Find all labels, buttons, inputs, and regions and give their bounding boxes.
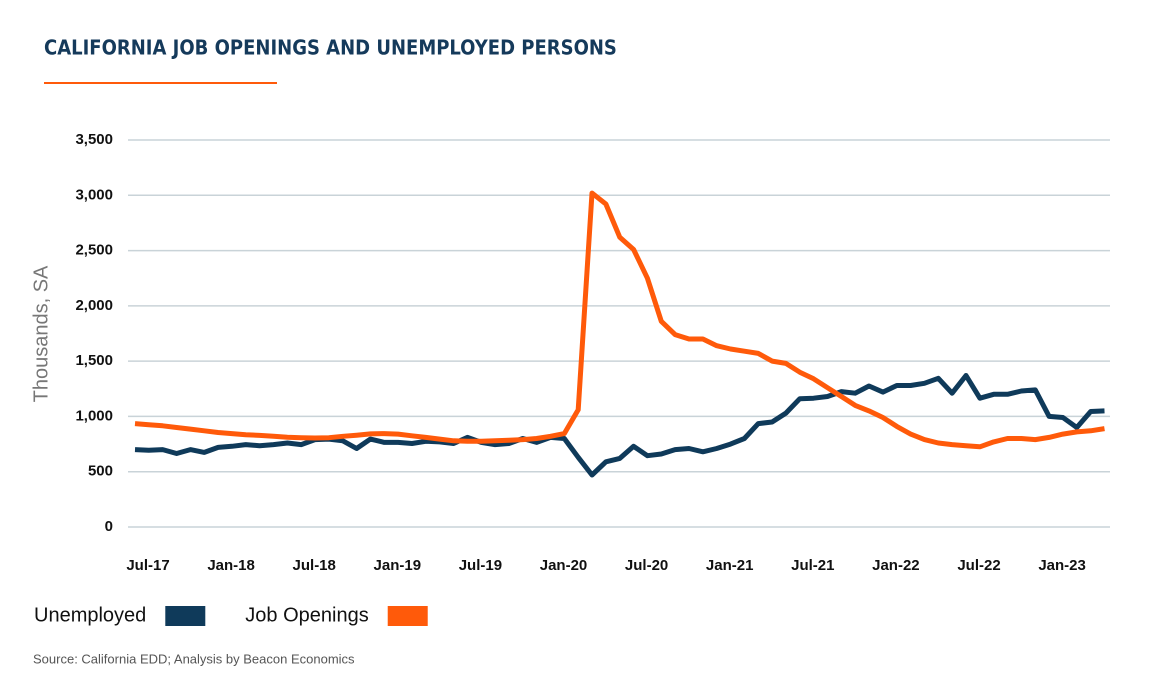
x-tick-label: Jan-21 xyxy=(706,557,754,574)
x-tick-label: Jul-21 xyxy=(791,557,834,574)
x-tick-label: Jan-19 xyxy=(374,557,422,574)
x-tick-label: Jan-20 xyxy=(540,557,588,574)
y-axis-label: Thousands, SA xyxy=(30,265,52,402)
x-tick-label: Jul-22 xyxy=(957,557,1000,574)
x-tick-label: Jul-17 xyxy=(126,557,169,574)
x-tick-label: Jul-18 xyxy=(293,557,336,574)
y-tick-label: 0 xyxy=(105,518,113,535)
legend-label: Unemployed xyxy=(34,604,146,626)
legend-swatch xyxy=(387,606,428,626)
y-tick-label: 3,500 xyxy=(75,131,113,148)
x-tick-label: Jan-23 xyxy=(1038,557,1086,574)
legend-label: Job Openings xyxy=(245,604,368,626)
source: Source: California EDD; Analysis by Beac… xyxy=(33,651,355,666)
y-tick-label: 3,000 xyxy=(75,186,113,203)
y-tick-label: 1,500 xyxy=(75,352,113,369)
x-tick-label: Jul-19 xyxy=(459,557,502,574)
y-tick-label: 500 xyxy=(88,463,113,480)
y-tick-label: 2,500 xyxy=(75,242,113,259)
series-line xyxy=(134,190,1105,450)
x-tick-label: Jan-18 xyxy=(207,557,255,574)
chart-title: CALIFORNIA JOB OPENINGS AND UNEMPLOYED P… xyxy=(44,36,617,60)
y-tick-label: 2,000 xyxy=(75,297,113,314)
x-tick-label: Jul-20 xyxy=(625,557,668,574)
series-line xyxy=(134,373,1105,478)
x-tick-label: Jan-22 xyxy=(872,557,920,574)
legend-swatch xyxy=(165,606,206,626)
y-tick-label: 1,000 xyxy=(75,407,113,424)
title-underline xyxy=(44,82,277,84)
